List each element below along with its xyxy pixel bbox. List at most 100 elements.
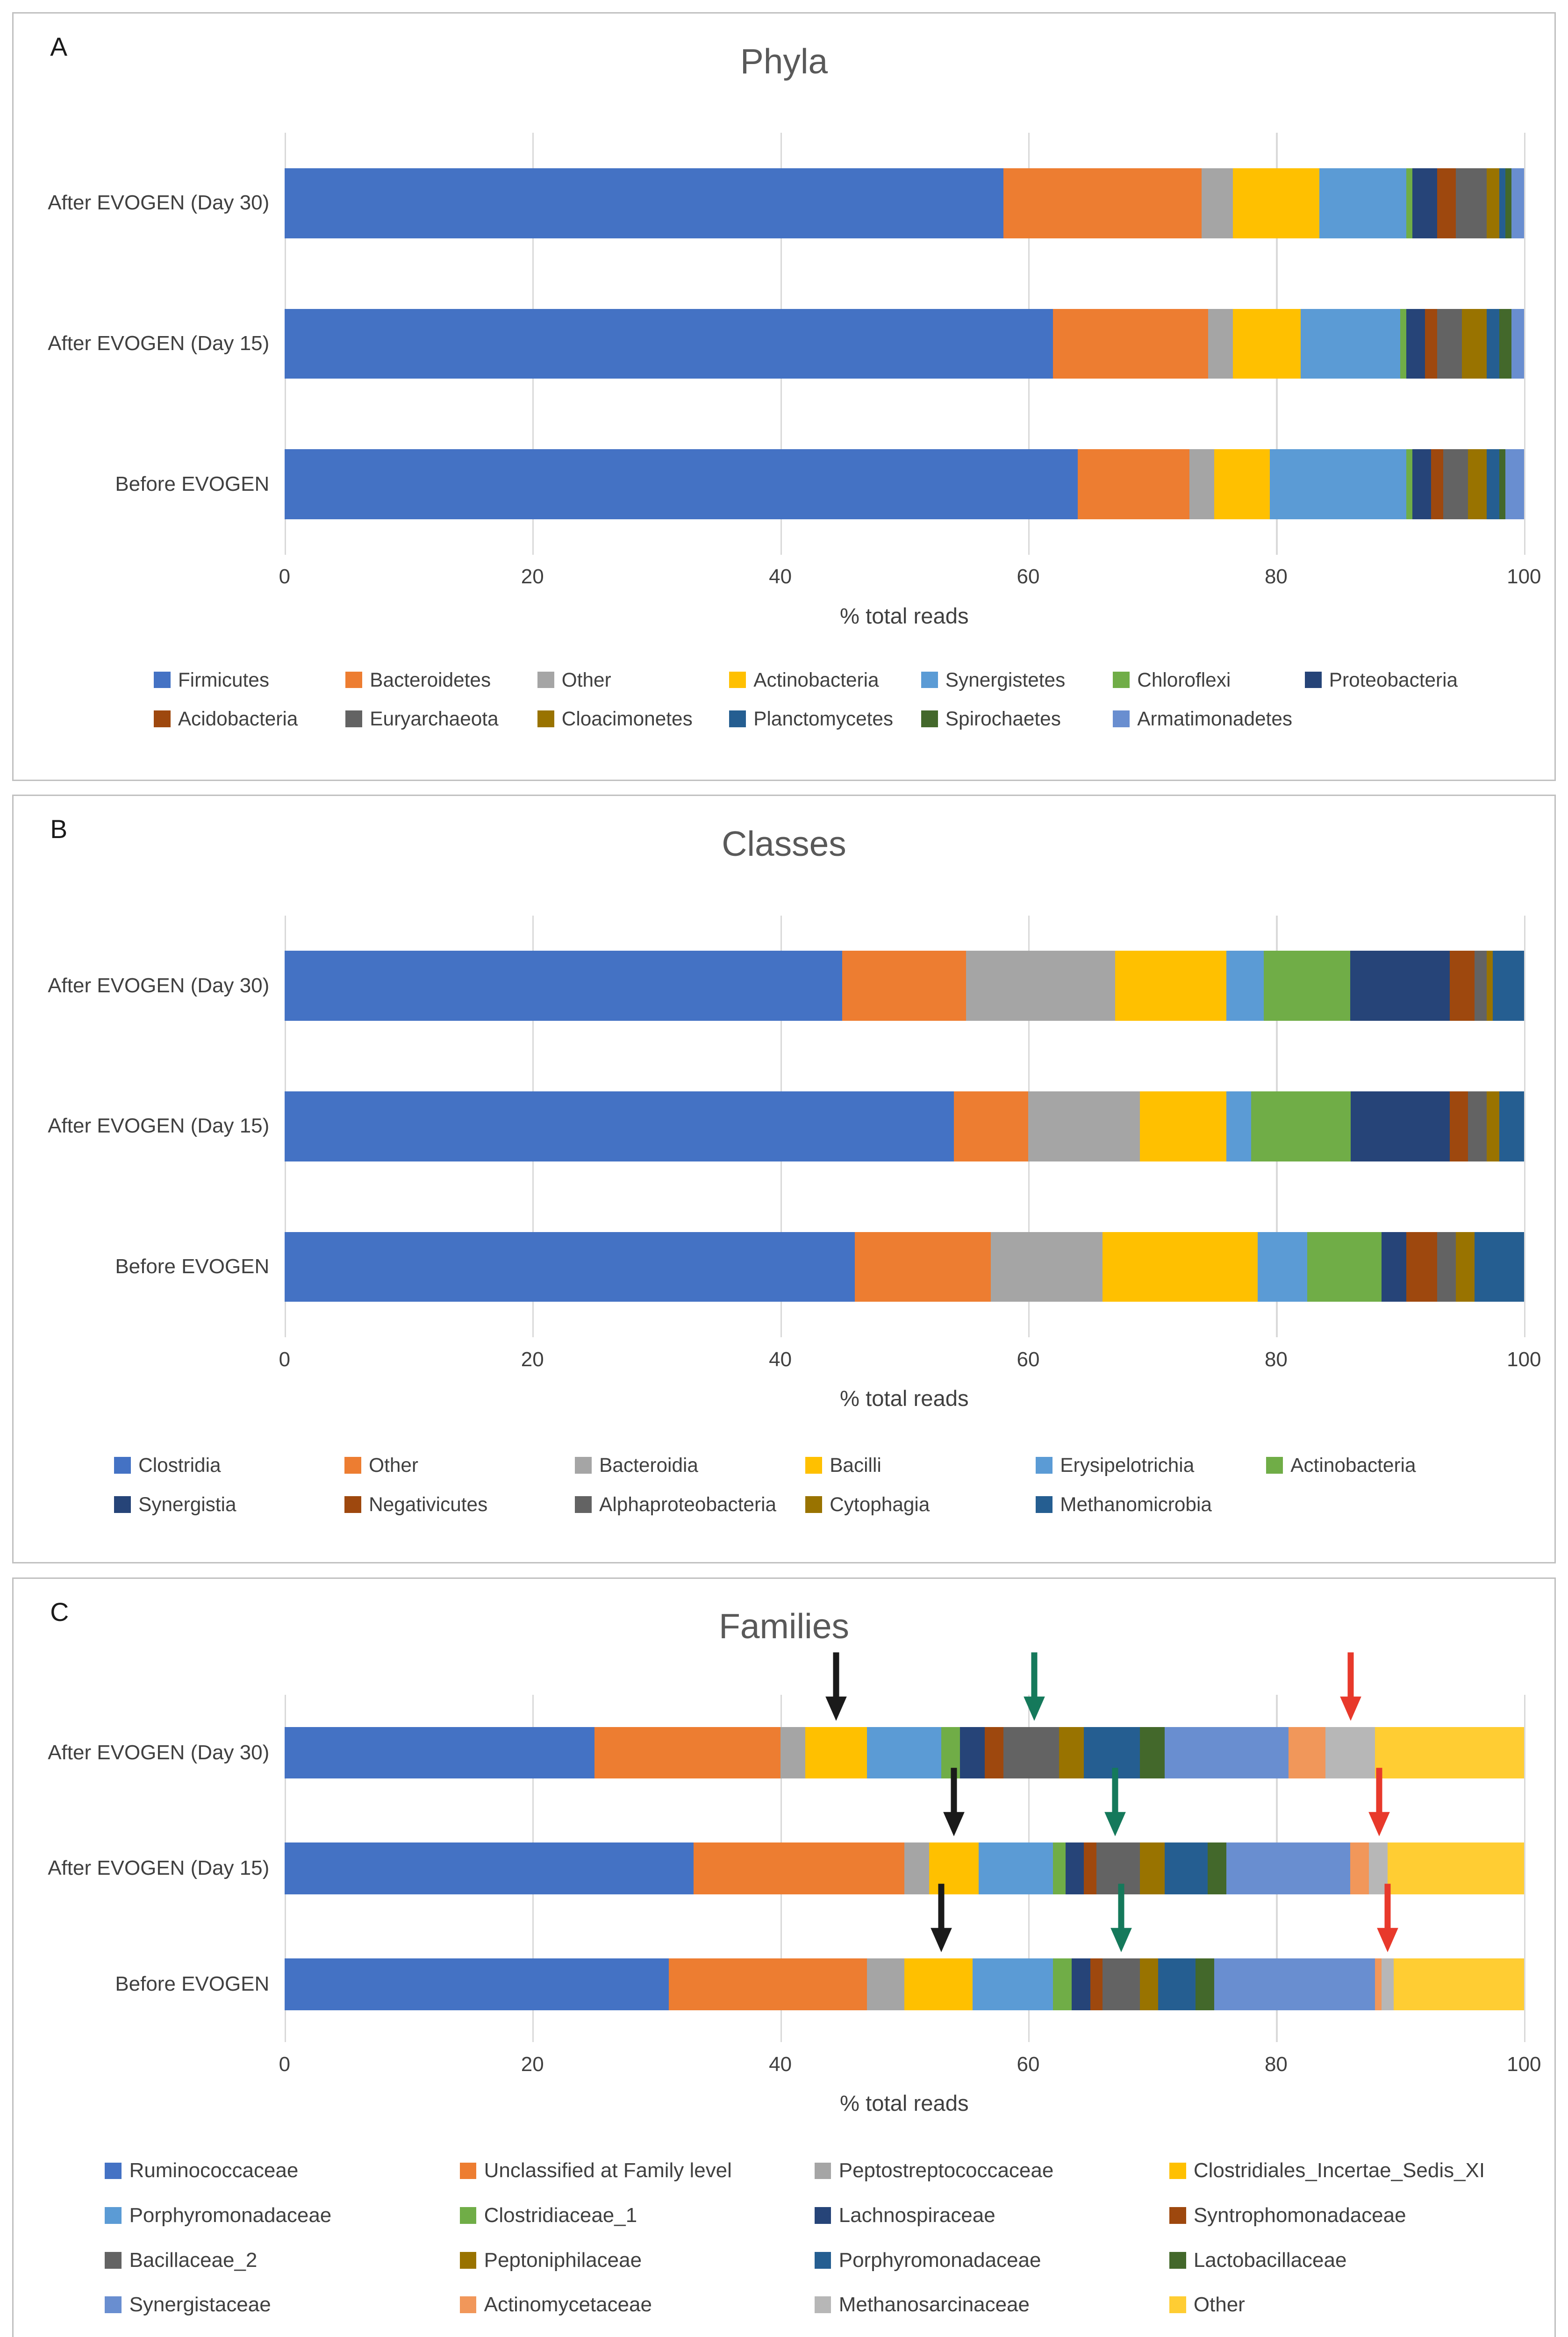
bar-segment-alphaproteobacteria [1468, 1091, 1487, 1161]
category-label: After EVOGEN (Day 30) [48, 974, 270, 997]
bar-segment-cytophagia [1487, 951, 1493, 1021]
bar-segment-alphaproteobacteria [1437, 1232, 1456, 1302]
legend-label: Erysipelotrichia [1060, 1454, 1195, 1477]
legend-label: Negativicutes [369, 1493, 488, 1516]
bar-segment-other [1202, 168, 1233, 238]
legend-item-clostridia: Clostridia [114, 1454, 335, 1477]
x-tick-label: 60 [1017, 565, 1040, 588]
stacked-bar-after-evogen-day-15 [284, 1842, 1524, 1895]
legend-item-syntrophomonadaceae: Syntrophomonadaceae [1169, 2204, 1515, 2227]
category-labels: After EVOGEN (Day 30) After EVOGEN (Day 1… [44, 1695, 285, 2042]
panel-letter-b: B [50, 815, 68, 844]
bar-segment-bacteroidetes [1003, 168, 1202, 238]
legend-label: Chloroflexi [1137, 668, 1231, 691]
legend-marker-cloacimonetes [537, 710, 554, 728]
legend-marker-bacteroidia [575, 1457, 592, 1474]
bar-segment-euryarchaeota [1437, 308, 1462, 379]
bar-segment-clostridiales-incertae-sedis-xi [805, 1727, 867, 1779]
stacked-bar-after-evogen-day-15 [284, 308, 1524, 379]
bar-segment-peptostreptococcaceae [867, 1958, 904, 2010]
category-label: After EVOGEN (Day 15) [48, 1114, 270, 1138]
x-tick-label: 20 [521, 565, 544, 588]
legend-marker-bacilli [805, 1457, 822, 1474]
legend-marker-bacillaceae-2 [105, 2251, 122, 2269]
panel-letter-c: C [50, 1597, 69, 1627]
bar-segment-cloacimonetes [1487, 168, 1499, 238]
x-tick-label: 0 [279, 2052, 291, 2076]
legend-marker-porphyromonadaceae [105, 2207, 122, 2224]
legend-marker-acidobacteria [153, 710, 171, 728]
legend-item-lachnospiraceae: Lachnospiraceae [814, 2204, 1160, 2227]
bar-segment-actinobacteria [1232, 308, 1301, 379]
bar-row-after-evogen-day-15 [284, 273, 1524, 414]
legend-label: Lactobacillaceae [1193, 2248, 1347, 2272]
chart-title-families: Families [719, 1606, 849, 1646]
x-axis-title: % total reads [840, 2091, 969, 2116]
bar-segment-firmicutes [284, 168, 1003, 238]
stacked-bar-chart-phyla: After EVOGEN (Day 30) After EVOGEN (Day 1… [44, 133, 1541, 629]
legend-marker-bacteroidetes [345, 671, 363, 688]
bar-segment-other [854, 1232, 991, 1302]
black-arrow-day15 [941, 1766, 967, 1837]
bar-segment-lachnospiraceae [1071, 1958, 1090, 2010]
bar-segment-chloroflexi [1406, 449, 1413, 520]
bar-segment-actinobacteria [1214, 449, 1270, 520]
legend-item-spirochaetes: Spirochaetes [921, 708, 1104, 730]
bar-segment-peptoniphilaceae [1139, 1842, 1165, 1895]
bar-segment-armatimonadetes [1511, 308, 1524, 379]
x-axis: 0 20 40 60 80 100 [279, 2053, 1541, 2083]
bar-segment-porphyromonadaceae [1158, 1958, 1196, 2010]
legend-label: Clostridiaceae_1 [484, 2204, 637, 2227]
bar-segment-erysipelotrichia [1226, 1091, 1252, 1161]
plot-area [284, 915, 1526, 1337]
bar-segment-syntrophomonadaceae [1090, 1958, 1103, 2010]
plot-area [284, 133, 1526, 555]
x-tick-label: 80 [1264, 565, 1288, 588]
bar-segment-syntrophomonadaceae [1084, 1842, 1096, 1895]
bar-segment-lactobacillaceae [1195, 1958, 1214, 2010]
category-labels: After EVOGEN (Day 30) After EVOGEN (Day 1… [44, 916, 285, 1337]
plot-row: After EVOGEN (Day 30) After EVOGEN (Day 1… [44, 133, 1526, 555]
legend-label: Alphaproteobacteria [599, 1493, 777, 1516]
legend-marker-other [344, 1457, 361, 1474]
bar-segment-methanosarcinaceae [1369, 1842, 1388, 1895]
bar-segment-clostridia [284, 1091, 954, 1161]
bar-segment-negativicutes [1449, 951, 1475, 1021]
bar-segment-negativicutes [1449, 1091, 1468, 1161]
category-label: After EVOGEN (Day 15) [48, 332, 270, 355]
bar-segment-spirochaetes [1499, 308, 1512, 379]
bar-segment-other [953, 1091, 1029, 1161]
bar-segment-synergistetes [1319, 168, 1406, 238]
legend-label: Other [561, 668, 611, 691]
bar-segment-synergistaceae [1226, 1842, 1351, 1895]
legend-marker-synergistia [114, 1496, 131, 1513]
bar-segment-bacilli [1115, 951, 1227, 1021]
bar-segment-synergistetes [1270, 449, 1406, 520]
legend-item-porphyromonadaceae: Porphyromonadaceae [814, 2249, 1160, 2272]
legend-marker-alphaproteobacteria [575, 1496, 592, 1513]
legend-item-bacteroidetes: Bacteroidetes [345, 669, 528, 691]
legend-marker-methanosarcinaceae [814, 2296, 831, 2314]
legend-marker-clostridiaceae-1 [459, 2207, 477, 2224]
legend-item-clostridiales-incertae-sedis-xi: Clostridiales_Incertae_Sedis_XI [1169, 2159, 1515, 2182]
legend-item-methanosarcinaceae: Methanosarcinaceae [814, 2293, 1160, 2316]
legend-marker-synergistetes [921, 671, 938, 688]
bar-segment-synergistaceae [1164, 1727, 1289, 1779]
legend-item-proteobacteria: Proteobacteria [1304, 669, 1488, 691]
bar-segment-peptostreptococcaceae [904, 1842, 929, 1895]
legend-item-negativicutes: Negativicutes [344, 1493, 566, 1516]
legend-item-armatimonadetes: Armatimonadetes [1113, 708, 1296, 730]
bar-segment-armatimonadetes [1511, 168, 1524, 238]
green-arrow-before [1108, 1882, 1134, 1952]
legend-item-cloacimonetes: Cloacimonetes [537, 708, 720, 730]
bar-segment-cloacimonetes [1462, 308, 1487, 379]
legend-item-porphyromonadaceae: Porphyromonadaceae [105, 2204, 451, 2227]
legend-label: Cytophagia [830, 1493, 930, 1516]
bar-segment-bacteroidia [991, 1232, 1103, 1302]
legend-label: Synergistetes [945, 668, 1066, 691]
bar-row-before-evogen [284, 1197, 1524, 1337]
legend-marker-other [1169, 2296, 1186, 2314]
legend-marker-actinomycetaceae [459, 2296, 477, 2314]
legend-label: Spirochaetes [945, 708, 1061, 730]
